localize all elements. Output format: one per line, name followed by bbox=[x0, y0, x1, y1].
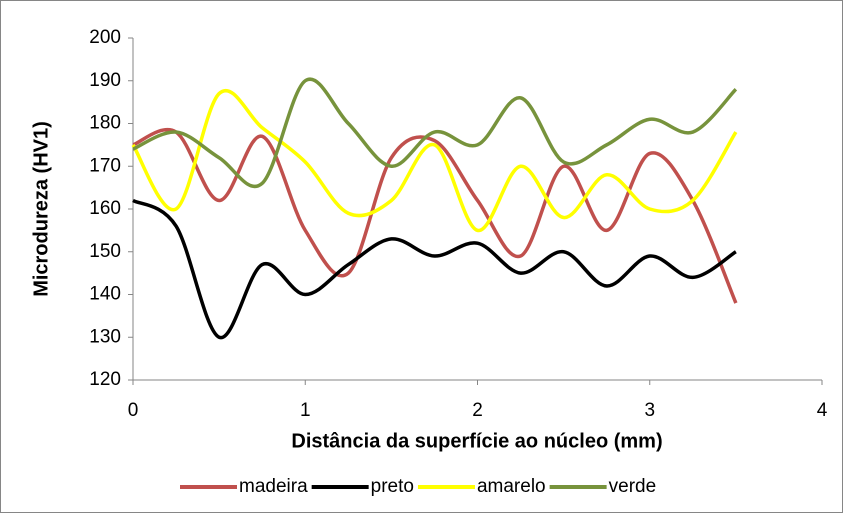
series-line bbox=[132, 198, 737, 340]
series-line bbox=[132, 128, 738, 304]
series-line bbox=[131, 89, 738, 233]
x-tick-label: 3 bbox=[644, 400, 655, 421]
y-axis-title: Microdureza (HV1) bbox=[30, 121, 52, 297]
legend-label: verde bbox=[609, 476, 657, 497]
legend-label: preto bbox=[371, 476, 414, 497]
x-tick-label: 4 bbox=[817, 400, 828, 421]
y-tick-label: 150 bbox=[89, 241, 121, 262]
y-tick-label: 140 bbox=[89, 284, 121, 305]
y-tick-label: 120 bbox=[89, 369, 121, 390]
x-tick-label: 1 bbox=[300, 400, 311, 421]
y-tick-label: 190 bbox=[89, 70, 121, 91]
y-tick-label: 130 bbox=[89, 326, 121, 347]
x-axis-title: Distância da superfície ao núcleo (mm) bbox=[291, 430, 662, 452]
y-tick-label: 160 bbox=[89, 198, 121, 219]
x-tick-label: 2 bbox=[472, 400, 483, 421]
y-tick-label: 170 bbox=[89, 155, 121, 176]
series-line bbox=[132, 77, 738, 189]
legend-label: amarelo bbox=[477, 476, 546, 497]
y-tick-label: 200 bbox=[89, 27, 121, 48]
y-tick-label: 180 bbox=[89, 113, 121, 134]
legend-label: madeira bbox=[239, 476, 308, 497]
x-tick-label: 0 bbox=[128, 400, 139, 421]
